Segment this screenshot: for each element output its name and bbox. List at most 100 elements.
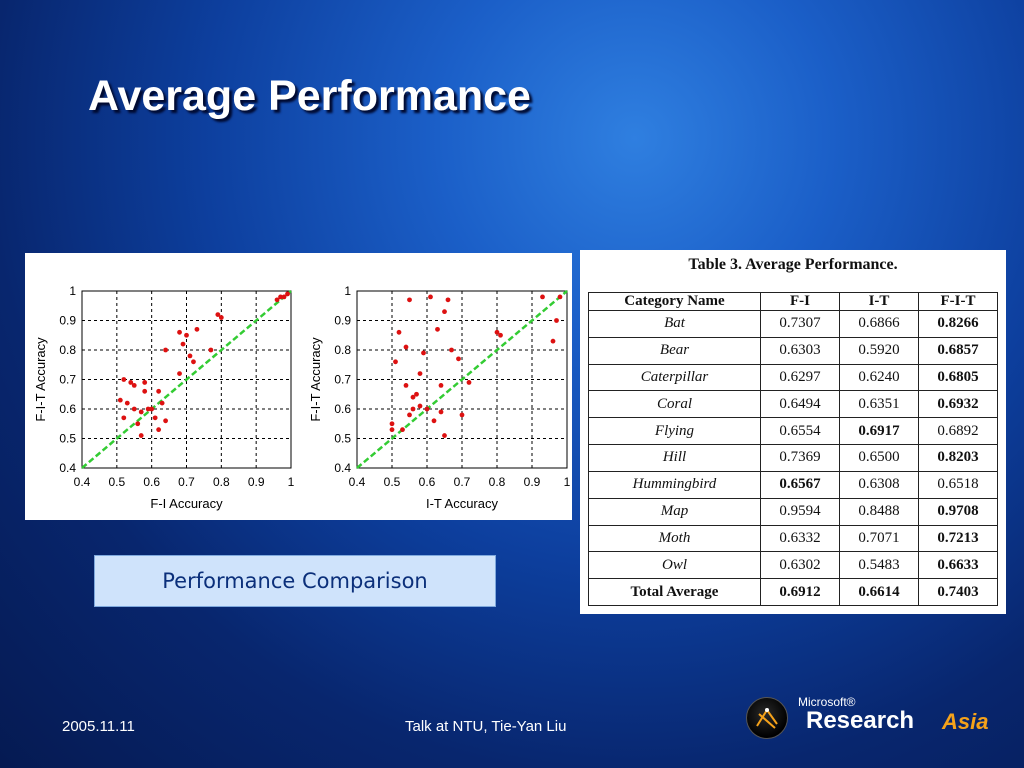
plot2-data-point (540, 294, 545, 300)
plot1-data-point (149, 406, 155, 412)
fit-cell: 0.6805 (917, 363, 999, 392)
it-cell: 0.8488 (838, 497, 919, 526)
plot1-data-point (191, 359, 196, 365)
plot2-data-point (400, 427, 405, 433)
plot1-data-point (194, 326, 200, 332)
category-cell: Bat (588, 310, 761, 338)
plot2-y-tick-label: 0.6 (334, 402, 351, 416)
plot2-y-tick-label: 0.4 (334, 461, 351, 475)
plot2-data-point (494, 329, 500, 335)
plot1-x-tick-label: 1 (288, 475, 295, 489)
plot1-diagonal-line (81, 290, 292, 469)
plot2-data-point (442, 309, 447, 315)
plot2-data-point (449, 347, 454, 353)
plot1-axes-frame (81, 290, 292, 469)
plot2-x-tick-label: 0.8 (489, 475, 506, 489)
fit-cell: 0.8266 (917, 310, 999, 338)
plot2-data-point (407, 412, 412, 418)
plot2-data-point (424, 406, 430, 412)
plot2-diagonal-line (356, 290, 568, 469)
fi-cell: 0.6302 (759, 551, 840, 580)
plot2-data-point (554, 318, 559, 323)
plot1-y-tick-label: 0.7 (59, 373, 76, 387)
table-row: Owl 0.6302 0.5483 0.6633 (588, 551, 999, 580)
logo-research-text: Research (806, 707, 915, 734)
plot2-data-point (435, 326, 440, 332)
logo-microsoft-text: Microsoft® (798, 695, 856, 709)
table-total-row: Total Average 0.6912 0.6614 0.7403 (588, 578, 999, 606)
plot1-x-tick-label: 0.7 (178, 475, 195, 489)
plot1-data-point (218, 315, 224, 320)
footer-talk-info: Talk at NTU, Tie-Yan Liu (405, 718, 567, 735)
plot1-y-tick-label: 0.8 (59, 343, 76, 357)
fi-cell: 0.7369 (759, 444, 840, 472)
plot2-data-point (438, 383, 444, 388)
it-cell: 0.6351 (838, 390, 919, 419)
plot2-x-tick-label: 0.6 (419, 475, 436, 489)
plot2-y-tick-label: 0.7 (334, 373, 351, 387)
plot1-data-point (138, 409, 144, 415)
plot2-data-point (393, 359, 398, 365)
plot1-y-tick-label: 1 (69, 284, 76, 298)
plot2-x-tick-label: 0.5 (384, 475, 401, 489)
table-row: Bat 0.7307 0.6866 0.8266 (588, 310, 999, 338)
plot1-data-point (180, 341, 186, 347)
plot2-data-point (445, 297, 451, 303)
plot1-data-point (117, 397, 123, 403)
category-cell: Coral (588, 390, 761, 419)
fi-cell: 0.6554 (759, 417, 840, 446)
fit-cell: 0.9708 (917, 497, 999, 526)
plot2-data-point (407, 297, 412, 303)
plot1-data-point (159, 400, 165, 406)
plot2-data-point (421, 350, 426, 356)
plot2-data-point (431, 418, 437, 424)
plot1-data-point (156, 388, 162, 394)
plot1-data-point (152, 415, 158, 421)
category-cell: Moth (588, 524, 761, 553)
plot2-x-tick-label: 0.4 (349, 475, 366, 489)
plot1-data-point (135, 421, 141, 427)
it-cell: 0.6308 (838, 470, 919, 499)
table-row: Caterpillar 0.6297 0.6240 0.6805 (588, 363, 999, 392)
plot1-data-point (121, 377, 127, 382)
it-cell: 0.6866 (838, 310, 919, 338)
plot1-data-point (124, 400, 130, 406)
performance-table-panel: Table 3. Average Performance. Category N… (580, 250, 1006, 614)
plot2-data-point (389, 427, 395, 433)
scatter-plots-panel: 0.4 0.5 0.6 0.7 0.8 0.9 1 0.4 0.5 0.6 0.7 0.8 0.9 1 F-… (25, 253, 572, 520)
category-cell: Hummingbird (588, 470, 761, 499)
footer-date: 2005.11.11 (62, 718, 135, 735)
it-cell: 0.5483 (838, 551, 919, 580)
plot2-x-tick-label: 1 (564, 475, 571, 489)
col-header-fi: F-I (759, 292, 840, 311)
plot2-data-point (403, 344, 409, 350)
plot1-y-tick-label: 0.9 (59, 314, 76, 328)
table-row: Coral 0.6494 0.6351 0.6932 (588, 390, 999, 419)
plot1-x-tick-label: 0.6 (143, 475, 160, 489)
plot1-x-tick-label: 0.4 (74, 475, 91, 489)
it-cell: 0.7071 (838, 524, 919, 553)
plot2-data-point (403, 383, 409, 388)
plot1-data-point (131, 406, 137, 412)
fit-cell: 0.6932 (917, 390, 999, 419)
plot2-y-axis-label: F-I-T Accuracy (308, 337, 323, 422)
fi-cell: 0.6567 (759, 470, 840, 499)
plot2-y-tick-label: 1 (344, 284, 351, 298)
slide-title: Average Performance (88, 72, 531, 120)
plot1-x-tick-label: 0.5 (108, 475, 125, 489)
it-cell: 0.6614 (838, 578, 919, 606)
fi-cell: 0.7307 (759, 310, 840, 338)
plot1-data-point (274, 297, 280, 303)
plot1-data-point (142, 380, 148, 385)
fit-cell: 0.6857 (917, 336, 999, 365)
performance-comparison-caption: Performance Comparison (94, 555, 496, 607)
plot1-data-point (131, 383, 137, 388)
plot2-data-point (428, 294, 433, 300)
plot1-data-point (278, 294, 283, 300)
table-header-row: Category Name F-I I-T F-I-T (588, 292, 999, 311)
plot1-y-tick-label: 0.4 (59, 461, 76, 475)
plot1-data-point (121, 415, 127, 421)
plot1-data-point (128, 380, 134, 385)
it-cell: 0.6917 (838, 417, 919, 446)
plot2-data-point (417, 371, 423, 376)
